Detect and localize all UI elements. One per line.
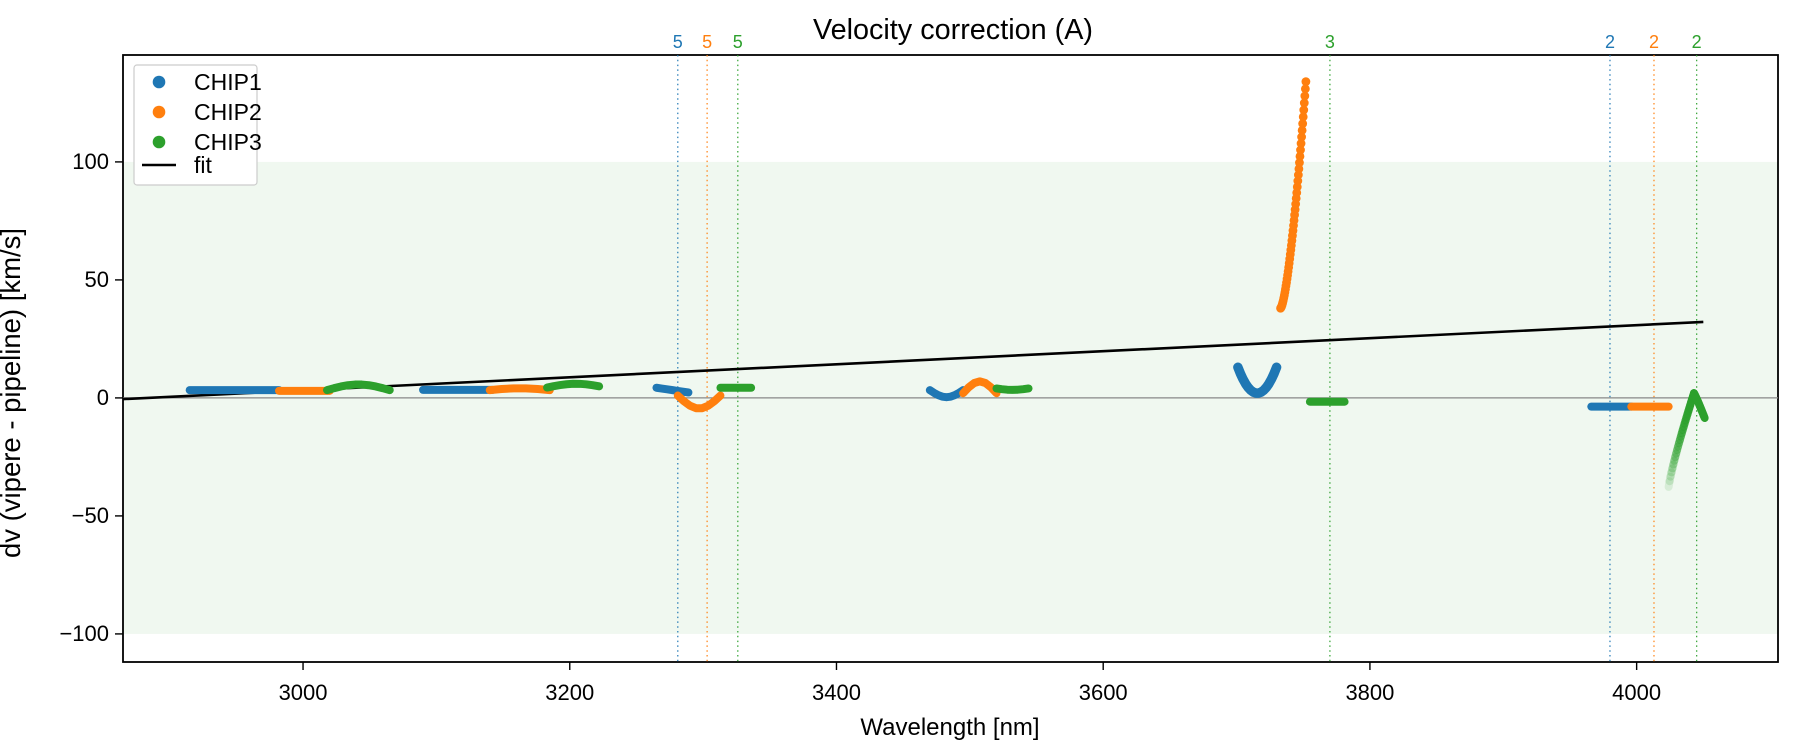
svg-text:2: 2 — [1649, 32, 1659, 52]
svg-text:3: 3 — [1325, 32, 1335, 52]
svg-text:3800: 3800 — [1345, 680, 1394, 705]
svg-text:100: 100 — [72, 149, 109, 174]
svg-text:5: 5 — [673, 32, 683, 52]
svg-text:3400: 3400 — [812, 680, 861, 705]
svg-text:3600: 3600 — [1079, 680, 1128, 705]
svg-text:4000: 4000 — [1612, 680, 1661, 705]
svg-text:2: 2 — [1692, 32, 1702, 52]
svg-text:CHIP1: CHIP1 — [194, 69, 262, 95]
svg-text:3200: 3200 — [545, 680, 594, 705]
svg-text:−100: −100 — [59, 621, 109, 646]
svg-text:dv (vipere - pipeline) [km/s]: dv (vipere - pipeline) [km/s] — [0, 228, 26, 558]
svg-text:−50: −50 — [72, 503, 109, 528]
svg-text:fit: fit — [194, 152, 213, 178]
svg-text:5: 5 — [702, 32, 712, 52]
svg-text:0: 0 — [97, 385, 109, 410]
svg-text:CHIP2: CHIP2 — [194, 99, 262, 125]
svg-text:Wavelength [nm]: Wavelength [nm] — [860, 714, 1039, 741]
svg-text:50: 50 — [85, 267, 109, 292]
svg-text:3000: 3000 — [279, 680, 328, 705]
svg-text:5: 5 — [733, 32, 743, 52]
svg-text:2: 2 — [1605, 32, 1615, 52]
svg-text:Velocity correction (A): Velocity correction (A) — [813, 14, 1093, 46]
